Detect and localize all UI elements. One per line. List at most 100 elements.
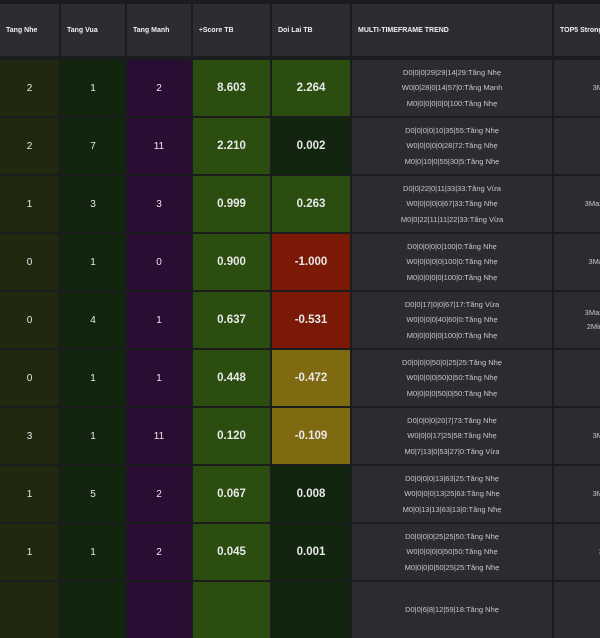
cell-tang-vua: 5 xyxy=(61,466,125,522)
table-row[interactable]: 1 3 3 0.999 0.263 D0|0|22|0|11|33|33:Tăng Vừa… xyxy=(0,176,600,232)
cell-score-tb: 2.210 xyxy=(193,118,270,174)
cell-doi-lai-tb: -1.000 xyxy=(272,234,350,290)
cell-multi-timeframe-trend: D0|0|0|0|13|63|25:Tăng Nhẹ W0|0|0|0|13|25… xyxy=(352,466,552,522)
trend-line: W0|0|0|0|40|60|0:Tăng Nhẹ xyxy=(406,315,498,325)
trend-line: W0|0|28|0|14|57|0:Tăng Mạnh xyxy=(401,83,503,93)
trend-line: W0|0|0|0|0|28|72:Tăng Nhẹ xyxy=(406,141,498,151)
trend-line: M0|0|0|0|50|25|25:Tăng Nhẹ xyxy=(404,562,500,572)
table-row[interactable]: 1 5 2 0.067 0.008 D0|0|0|0|13|63|25:Tăng Nhẹ W… xyxy=(0,466,600,522)
top5-value: 3M xyxy=(592,431,600,440)
cell-tang-vua: 1 xyxy=(61,234,125,290)
cell-tang-nhe xyxy=(0,582,59,638)
trend-line: M0|0|0|0|0|100|0:Tăng Nhẹ xyxy=(406,272,498,282)
cell-doi-lai-tb: -0.472 xyxy=(272,350,350,406)
header-multi-timeframe-trend[interactable]: MULTI-TIMEFRAME TREND xyxy=(352,4,552,56)
cell-tang-vua: 1 xyxy=(61,350,125,406)
trend-line: D0|0|0|0|10|35|55:Tăng Nhẹ xyxy=(405,125,499,135)
cell-tang-manh: 11 xyxy=(127,408,191,464)
table-header: Tang Nhe Tang Vua Tang Manh ÷Score TB Do… xyxy=(0,0,600,60)
table-row[interactable]: 0 1 0 0.900 -1.000 D0|0|0|0|0|100|0:Tăng Nhẹ W… xyxy=(0,234,600,290)
table-row[interactable]: D0|0|6|8|12|59|18:Tăng Nhẹ xyxy=(0,582,600,638)
cell-score-tb: 0.637 xyxy=(193,292,270,348)
top5-value: 3 xyxy=(599,545,600,559)
cell-tang-nhe: 1 xyxy=(0,176,59,232)
header-tang-manh[interactable]: Tang Manh xyxy=(127,4,191,56)
trend-line: W0|0|0|0|0|100|0:Tăng Nhẹ xyxy=(406,257,498,267)
cell-score-tb: 0.067 xyxy=(193,466,270,522)
cell-doi-lai-tb: -0.109 xyxy=(272,408,350,464)
cell-multi-timeframe-trend: D0|0|0|0|25|25|50:Tăng Nhẹ W0|0|0|0|0|50|… xyxy=(352,524,552,580)
table-row[interactable]: 0 1 1 0.448 -0.472 D0|0|0|0|50|0|25|25:Tăng N… xyxy=(0,350,600,406)
cell-tang-nhe: 1 xyxy=(0,524,59,580)
trend-line: D0|0|0|0|50|0|25|25:Tăng Nhẹ xyxy=(402,357,502,367)
top5-value: 3Max xyxy=(584,308,600,317)
cell-doi-lai-tb: 2.264 xyxy=(272,60,350,116)
trend-line: W0|0|0|0|0|67|33:Tăng Nhẹ xyxy=(406,199,498,209)
cell-top5-strong: 3M xyxy=(554,408,600,464)
cell-score-tb: 0.120 xyxy=(193,408,270,464)
cell-score-tb: 0.900 xyxy=(193,234,270,290)
header-tang-nhe[interactable]: Tang Nhe xyxy=(0,4,59,56)
table-row[interactable]: 3 1 11 0.120 -0.109 D0|0|0|0|20|7|73:Tăng Nhẹ… xyxy=(0,408,600,464)
trend-line: M0|0|10|0|55|30|5:Tăng Nhẹ xyxy=(404,156,500,166)
cell-multi-timeframe-trend: D0|0|0|0|0|100|0:Tăng Nhẹ W0|0|0|0|0|100|… xyxy=(352,234,552,290)
cell-tang-nhe: 1 xyxy=(0,466,59,522)
cell-top5-strong: 3Max 2Min xyxy=(554,292,600,348)
cell-doi-lai-tb xyxy=(272,582,350,638)
header-doi-lai-tb[interactable]: Doi Lai TB xyxy=(272,4,350,56)
top5-value: 2Min xyxy=(586,322,600,331)
table-row[interactable]: 0 4 1 0.637 -0.531 D0|0|17|0|0|67|17:Tăng Vừa… xyxy=(0,292,600,348)
cell-tang-manh: 2 xyxy=(127,60,191,116)
cell-top5-strong: 3Ma xyxy=(554,234,600,290)
trend-line: W0|0|0|0|13|25|63:Tăng Nhẹ xyxy=(404,489,500,499)
cell-tang-vua: 1 xyxy=(61,524,125,580)
trend-line: M0|0|22|11|11|22|33:Tăng Vừa xyxy=(400,214,504,224)
trend-line: W0|0|0|0|50|0|50:Tăng Nhẹ xyxy=(406,373,498,383)
cell-tang-manh xyxy=(127,582,191,638)
trend-line: D0|0|22|0|11|33|33:Tăng Vừa xyxy=(403,183,501,193)
trend-line: W0|0|0|17|25|58:Tăng Nhẹ xyxy=(407,431,497,441)
cell-tang-manh: 0 xyxy=(127,234,191,290)
top5-value: 3M xyxy=(592,83,600,92)
trend-line: D0|0|17|0|0|67|17:Tăng Vừa xyxy=(404,299,500,309)
top5-value: 3M xyxy=(592,489,600,498)
header-score-tb[interactable]: ÷Score TB xyxy=(193,4,270,56)
cell-tang-nhe: 2 xyxy=(0,118,59,174)
cell-multi-timeframe-trend: D0|0|0|0|50|0|25|25:Tăng Nhẹ W0|0|0|0|50|… xyxy=(352,350,552,406)
cell-multi-timeframe-trend: D0|0|0|29|29|14|29:Tăng Nhẹ W0|0|28|0|14|… xyxy=(352,60,552,116)
table-row[interactable]: 1 1 2 0.045 0.001 D0|0|0|0|25|25|50:Tăng Nhẹ W… xyxy=(0,524,600,580)
cell-multi-timeframe-trend: D0|0|0|0|20|7|73:Tăng Nhẹ W0|0|0|17|25|58… xyxy=(352,408,552,464)
cell-multi-timeframe-trend: D0|0|22|0|11|33|33:Tăng Vừa W0|0|0|0|0|67… xyxy=(352,176,552,232)
cell-score-tb: 0.999 xyxy=(193,176,270,232)
cell-top5-strong: 3Max xyxy=(554,176,600,232)
trend-line: D0|0|0|0|13|63|25:Tăng Nhẹ xyxy=(405,473,499,483)
cell-score-tb: 0.448 xyxy=(193,350,270,406)
cell-doi-lai-tb: 0.008 xyxy=(272,466,350,522)
trend-line: D0|0|0|0|25|25|50:Tăng Nhẹ xyxy=(405,531,499,541)
trend-line: D0|0|0|0|0|100|0:Tăng Nhẹ xyxy=(407,241,497,251)
cell-score-tb xyxy=(193,582,270,638)
cell-tang-manh: 1 xyxy=(127,292,191,348)
cell-doi-lai-tb: 0.263 xyxy=(272,176,350,232)
cell-tang-manh: 1 xyxy=(127,350,191,406)
cell-doi-lai-tb: 0.002 xyxy=(272,118,350,174)
trend-line: M0|0|0|0|50|0|50:Tăng Nhẹ xyxy=(406,388,498,398)
header-top5-strong[interactable]: TOP5 Strong xyxy=(554,4,600,56)
trend-line: D0|0|6|8|12|59|18:Tăng Nhẹ xyxy=(405,605,499,615)
cell-tang-nhe: 3 xyxy=(0,408,59,464)
cell-tang-nhe: 2 xyxy=(0,60,59,116)
trend-line: D0|0|0|29|29|14|29:Tăng Nhẹ xyxy=(402,67,501,77)
cell-tang-vua: 3 xyxy=(61,176,125,232)
trend-line: M0|0|13|13|63|13|0:Tăng Nhẹ xyxy=(402,504,502,514)
table-row[interactable]: 2 7 11 2.210 0.002 D0|0|0|0|10|35|55:Tăng Nhẹ… xyxy=(0,118,600,174)
cell-multi-timeframe-trend: D0|0|6|8|12|59|18:Tăng Nhẹ xyxy=(352,582,552,638)
cell-score-tb: 8.603 xyxy=(193,60,270,116)
cell-top5-strong xyxy=(554,582,600,638)
cell-top5-strong: 3 xyxy=(554,524,600,580)
cell-tang-nhe: 0 xyxy=(0,350,59,406)
table-row[interactable]: 2 1 2 8.603 2.264 D0|0|0|29|29|14|29:Tăng Nhẹ… xyxy=(0,60,600,116)
header-tang-vua[interactable]: Tang Vua xyxy=(61,4,125,56)
cell-tang-vua: 1 xyxy=(61,408,125,464)
cell-score-tb: 0.045 xyxy=(193,524,270,580)
